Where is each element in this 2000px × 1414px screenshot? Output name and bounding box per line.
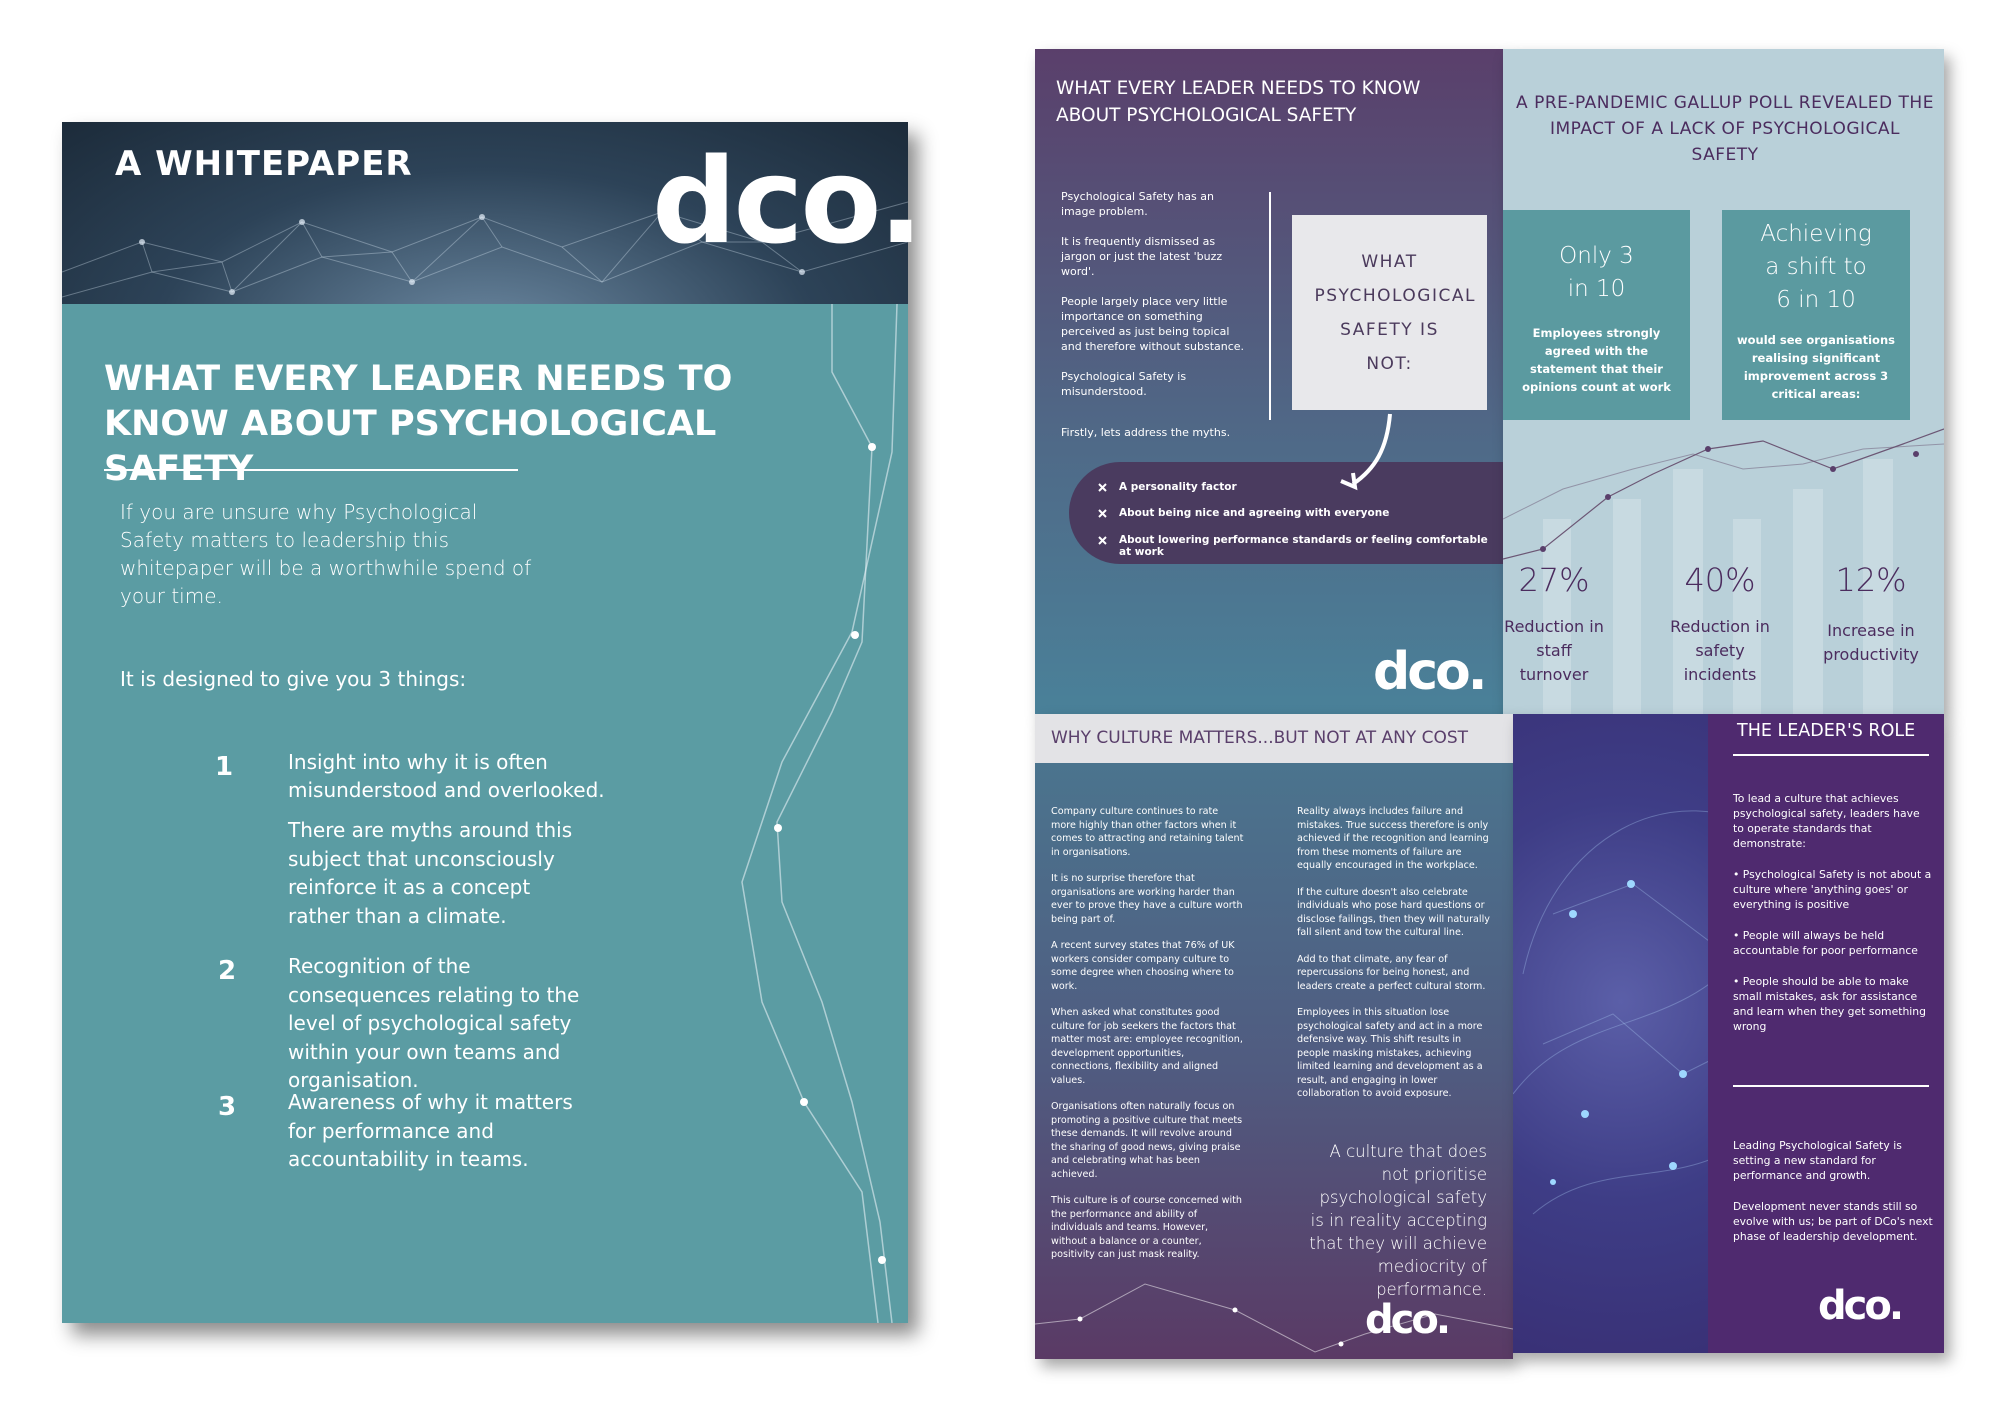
paragraph: • People will always be held accountable… (1733, 929, 1918, 957)
kicker: A WHITEPAPER (115, 144, 413, 184)
paragraph: • Psychological Safety is not about a cu… (1733, 868, 1932, 911)
item-number: 1 (215, 752, 234, 782)
leader-paragraphs: To lead a culture that achieves psycholo… (1733, 791, 1933, 1034)
paragraph: Psychological Safety has an image proble… (1061, 190, 1214, 218)
paragraph: Company culture continues to rate more h… (1051, 806, 1244, 858)
network-pattern (62, 201, 908, 298)
myth-item: About lowering performance standards or … (1119, 534, 1488, 558)
item-number: 2 (218, 956, 237, 986)
panel-title: WHY CULTURE MATTERS...BUT NOT AT ANY COS… (1051, 728, 1469, 748)
panel-title: A PRE-PANDEMIC GALLUP POLL REVEALED THE … (1516, 93, 1934, 165)
logo: dco. (1365, 1297, 1451, 1343)
column: Reality always includes failure and mist… (1297, 805, 1492, 1101)
logo: dco. (1373, 642, 1488, 702)
cover-page: A WHITEPAPER dco. WHAT EVERY LEADER NEED… (62, 122, 923, 1323)
item-number: 3 (218, 1092, 237, 1122)
not-box: WHAT PSYCHOLOGICAL SAFETY IS NOT: (1292, 215, 1487, 410)
culture-panel: WHY CULTURE MATTERS...BUT NOT AT ANY COS… (1035, 714, 1513, 1359)
stat-card: Achieving a shift to 6 in 10 would see o… (1722, 210, 1910, 420)
title-rule (104, 469, 518, 471)
quote: A culture that does not prioritise psych… (1309, 1142, 1487, 1299)
paragraph: People largely place very little importa… (1061, 295, 1245, 353)
cover-title: WHAT EVERY LEADER NEEDS TO KNOW ABOUT PS… (104, 359, 733, 489)
paragraph: To lead a culture that achieves psycholo… (1733, 792, 1920, 850)
line-ornament (741, 303, 898, 1323)
stat-value: 27% (1518, 561, 1590, 599)
myth-item: A personality factor (1119, 481, 1237, 493)
item-text: Insight into why it is often misundersto… (288, 750, 605, 802)
paragraph: It is no surprise therefore that organis… (1051, 873, 1243, 925)
card-headline: Only 3 in 10 (1559, 243, 1634, 302)
stat-label: Reduction in staff turnover (1504, 617, 1604, 684)
logo: dco. (1818, 1283, 1904, 1329)
stat: 12% Increase in productivity (1809, 561, 1933, 667)
paragraph: It is frequently dismissed as jargon or … (1061, 235, 1223, 278)
panel-title: THE LEADER'S ROLE (1737, 721, 1916, 741)
lead: It is designed to give you 3 things: (120, 667, 467, 691)
item-detail: There are myths around this subject that… (288, 818, 573, 928)
stat-value: 40% (1684, 561, 1756, 599)
cover-header: A WHITEPAPER dco. (62, 122, 923, 304)
paragraph: When asked what constitutes good culture… (1051, 1007, 1243, 1086)
item-text: Recognition of the consequences relating… (288, 954, 580, 1092)
paragraph: Add to that climate, any fear of repercu… (1297, 953, 1486, 992)
box-text: WHAT PSYCHOLOGICAL SAFETY IS NOT: (1314, 251, 1476, 374)
paragraph: Leading Psychological Safety is setting … (1733, 1139, 1902, 1182)
stat-label: Increase in productivity (1823, 621, 1919, 664)
panel-title: WHAT EVERY LEADER NEEDS TO KNOW ABOUT PS… (1056, 78, 1421, 126)
title-rule (1733, 754, 1929, 756)
stat-label: Reduction in safety incidents (1670, 617, 1770, 684)
paragraph: A recent survey states that 76% of UK wo… (1051, 940, 1235, 992)
myth-paragraphs: Psychological Safety has an image proble… (1061, 189, 1246, 399)
logo: dco. (652, 132, 923, 270)
gallup-panel: A PRE-PANDEMIC GALLUP POLL REVEALED THE … (1503, 49, 1944, 714)
line-ornament (1035, 1283, 1513, 1353)
paragraph: Organisations often naturally focus on p… (1051, 1101, 1243, 1180)
title-band (1035, 714, 1513, 763)
paragraph: Psychological Safety is misunderstood. (1061, 370, 1187, 398)
myths-panel: WHAT EVERY LEADER NEEDS TO KNOW ABOUT PS… (1035, 49, 1503, 714)
card-text: Employees strongly agreed with the state… (1522, 326, 1671, 394)
stat: 40% Reduction in safety incidents (1667, 561, 1773, 687)
item-text: Awareness of why it matters for performa… (288, 1090, 573, 1171)
column: Company culture continues to rate more h… (1051, 805, 1246, 1262)
side-column (1708, 714, 1944, 1353)
paragraph: This culture is of course concerned with… (1051, 1195, 1242, 1260)
paragraph: Employees in this situation lose psychol… (1297, 1007, 1483, 1099)
myth-item: About being nice and agreeing with every… (1119, 507, 1390, 519)
leader-panel: THE LEADER'S ROLE To lead a culture that… (1513, 714, 1944, 1353)
background-chart (1503, 428, 1944, 714)
divider (1733, 1085, 1929, 1087)
paragraph: Development never stands still so evolve… (1733, 1200, 1933, 1243)
paragraph: • People should be able to make small mi… (1733, 975, 1926, 1033)
stat: 27% Reduction in staff turnover (1503, 561, 1605, 687)
card-headline: Achieving a shift to 6 in 10 (1760, 221, 1872, 313)
leader-closing: Leading Psychological Safety is setting … (1733, 1138, 1933, 1244)
stat-card: Only 3 in 10 Employees strongly agreed w… (1503, 210, 1690, 420)
prompt: Firstly, lets address the myths. (1061, 426, 1231, 439)
myth-graphics (1098, 413, 1392, 545)
paragraph: If the culture doesn't also celebrate in… (1297, 886, 1490, 939)
divider (1269, 192, 1271, 420)
card-text: would see organisations realising signif… (1736, 333, 1895, 401)
stat-value: 12% (1835, 561, 1907, 599)
myth-pill (1069, 462, 1503, 564)
intro: If you are unsure why Psychological Safe… (120, 500, 532, 608)
paragraph: Reality always includes failure and mist… (1297, 806, 1489, 871)
